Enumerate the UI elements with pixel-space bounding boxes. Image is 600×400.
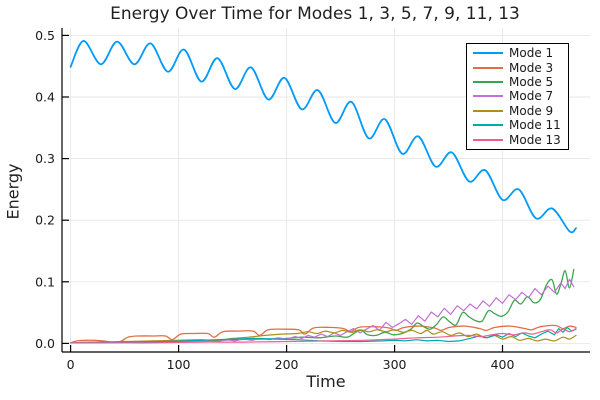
chart-title: Energy Over Time for Modes 1, 3, 5, 7, 9… xyxy=(110,4,520,24)
legend-item-label: Mode 3 xyxy=(509,60,554,75)
legend-item-label: Mode 11 xyxy=(509,118,561,133)
series-mode-1 xyxy=(69,40,577,234)
legend-line-sample xyxy=(473,109,503,112)
y-tick-label: 0.0 xyxy=(35,336,55,351)
x-axis-label: Time xyxy=(306,372,346,391)
legend-item: Mode 13 xyxy=(473,132,561,147)
x-tick-label: 200 xyxy=(275,357,299,372)
legend-line-sample xyxy=(473,66,503,69)
x-tick-label: 300 xyxy=(383,357,407,372)
legend-item-label: Mode 1 xyxy=(509,46,554,61)
x-tick-label: 400 xyxy=(491,357,515,372)
legend: Mode 1 Mode 3 Mode 5 Mode 7 Mode 9 Mode 11 Mod… xyxy=(466,43,569,150)
x-tick-label: 100 xyxy=(167,357,191,372)
y-tick-label: 0.4 xyxy=(35,90,55,105)
y-tick-label: 0.2 xyxy=(35,213,55,228)
series-mode-11 xyxy=(70,326,577,344)
y-tick-label: 0.3 xyxy=(35,151,55,166)
legend-item-label: Mode 7 xyxy=(509,89,554,104)
series-mode-13 xyxy=(70,328,577,344)
legend-item-label: Mode 13 xyxy=(509,132,561,147)
series-mode-9 xyxy=(70,329,577,344)
legend-item-label: Mode 9 xyxy=(509,103,554,118)
legend-line-sample xyxy=(473,80,503,83)
legend-line-sample xyxy=(473,95,503,98)
series-mode-7 xyxy=(70,278,575,344)
legend-line-sample xyxy=(473,138,503,141)
legend-item: Mode 9 xyxy=(473,104,561,118)
legend-item: Mode 11 xyxy=(473,118,561,132)
y-axis-label: Energy xyxy=(3,163,23,220)
legend-line-sample xyxy=(473,52,503,55)
x-tick-label: 0 xyxy=(67,357,75,372)
legend-item: Mode 1 xyxy=(473,46,561,60)
y-tick-label: 0.1 xyxy=(35,274,55,289)
legend-item-label: Mode 5 xyxy=(509,74,554,89)
legend-item: Mode 3 xyxy=(473,60,561,75)
legend-line-sample xyxy=(473,124,503,127)
series-mode-3 xyxy=(69,324,577,344)
y-tick-label: 0.5 xyxy=(35,28,55,43)
legend-item: Mode 5 xyxy=(473,75,561,89)
legend-item: Mode 7 xyxy=(473,89,561,103)
